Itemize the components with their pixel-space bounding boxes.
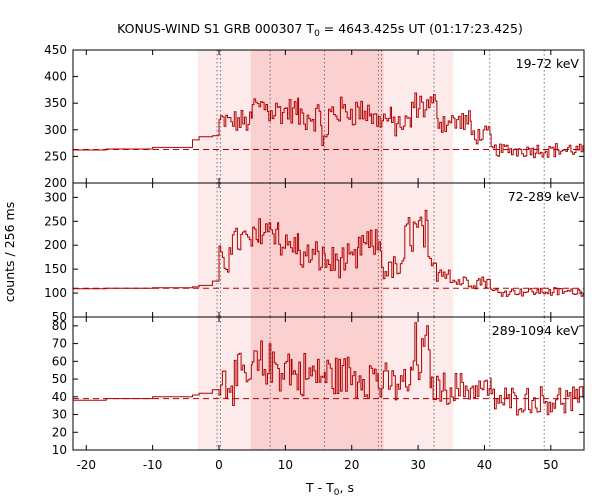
y-tick-label: 300	[44, 123, 67, 137]
y-tick-label: 100	[44, 286, 67, 300]
energy-band-label: 19-72 keV	[516, 56, 580, 71]
y-tick-label: 30	[52, 408, 67, 422]
panel-1: 200 250 300 350 400 450 19-72 keV	[44, 43, 585, 190]
x-tick-label: 10	[278, 458, 293, 472]
y-tick-label: 400	[44, 70, 67, 84]
x-tick-label: 50	[543, 458, 558, 472]
x-tick-label: 20	[344, 458, 359, 472]
y-tick-label: 50	[52, 372, 67, 386]
x-tick-label: 30	[410, 458, 425, 472]
x-tick-label: 0	[215, 458, 223, 472]
y-tick-label: 70	[52, 337, 67, 351]
y-tick-label: 10	[52, 443, 67, 457]
x-tick-label: -10	[143, 458, 163, 472]
energy-band-label: 72-289 keV	[508, 189, 580, 204]
shaded-interval	[250, 317, 384, 450]
x-tick-label: -20	[76, 458, 96, 472]
chart-title: KONUS-WIND S1 GRB 000307 T0 = 4643.425s …	[117, 21, 523, 39]
y-tick-label: 450	[44, 43, 67, 57]
y-tick-label: 250	[44, 149, 67, 163]
y-tick-label: 150	[44, 262, 67, 276]
panel-3: 10 20 30 40 50 60 70 80 289-1094 keV	[52, 316, 585, 457]
y-tick-label: 20	[52, 425, 67, 439]
x-axis-label: T - T0, s	[305, 480, 354, 498]
y-tick-label: 80	[52, 319, 67, 333]
panel-2: 50 100 150 200 250 300 72-289 keV	[44, 182, 585, 324]
panel-frame	[72, 316, 585, 451]
y-tick-label: 40	[52, 390, 67, 404]
y-tick-label: 350	[44, 96, 67, 110]
y-tick-label: 50	[52, 310, 67, 324]
y-tick-label: 60	[52, 354, 67, 368]
y-tick-label: 200	[44, 176, 67, 190]
energy-band-label: 289-1094 keV	[492, 323, 580, 338]
y-axis-label: counts / 256 ms	[2, 202, 17, 302]
light-curve-series	[73, 92, 584, 159]
y-tick-label: 250	[44, 214, 67, 228]
light-curve-series	[73, 209, 584, 297]
x-tick-label: 40	[477, 458, 492, 472]
light-curve-series	[73, 322, 584, 416]
shaded-interval	[250, 50, 384, 183]
y-tick-label: 300	[44, 190, 67, 204]
y-tick-label: 200	[44, 238, 67, 252]
